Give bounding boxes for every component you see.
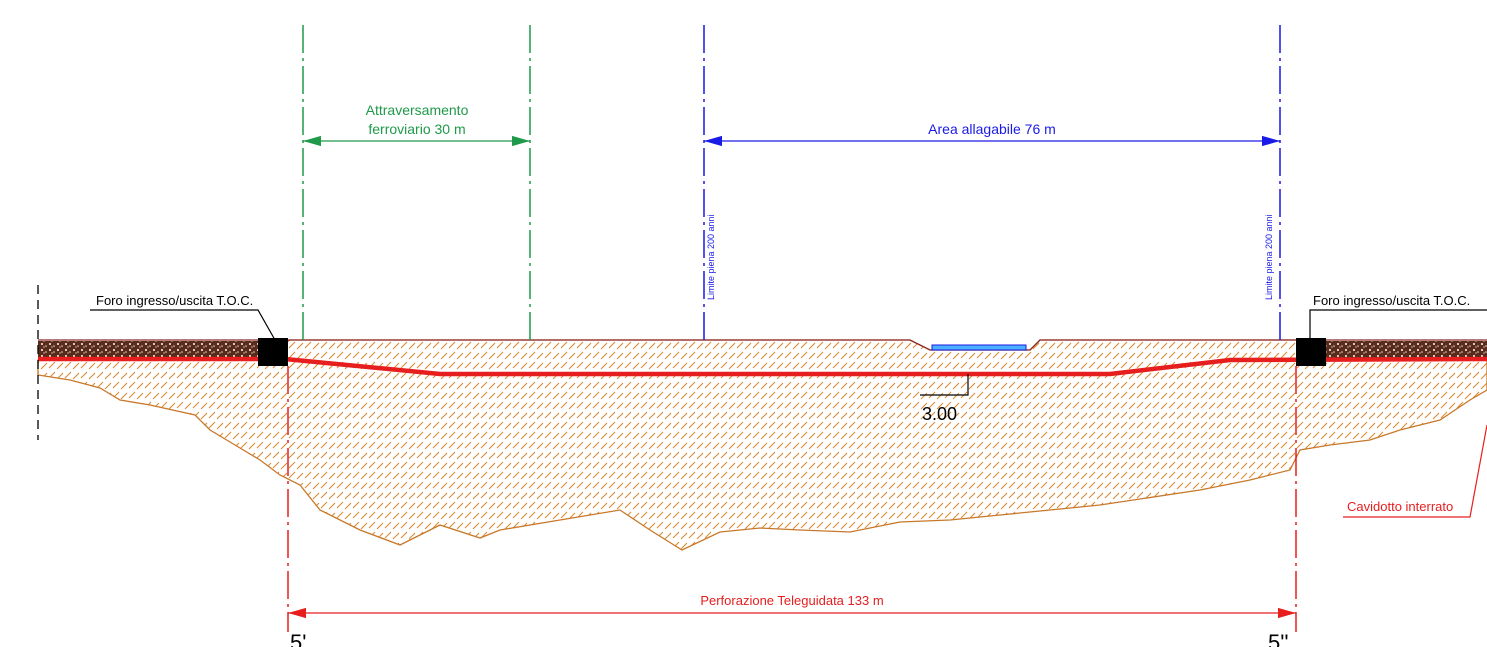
leader-depth — [920, 374, 969, 396]
toc-pit-left — [258, 338, 288, 366]
flood-area-label: Area allagabile 76 m — [928, 121, 1056, 137]
soil-body — [37, 339, 1487, 551]
drilling-label: Perforazione Teleguidata 133 m — [700, 593, 883, 608]
toc-label-left: Foro ingresso/uscita T.O.C. — [96, 293, 253, 308]
duct-path — [38, 356, 1487, 377]
toc-pit-right — [1296, 338, 1326, 366]
railway-label-line2: ferroviario 30 m — [368, 121, 465, 137]
gravel-layer-left — [38, 341, 260, 359]
section-mark-right: 5'' — [1268, 630, 1289, 647]
railway-label-line1: Attraversamento — [366, 102, 469, 118]
duct-label: Cavidotto interrato — [1347, 499, 1453, 514]
toc-label-right: Foro ingresso/uscita T.O.C. — [1313, 293, 1470, 308]
flood-limit-label-left: Limite piena 200 anni — [706, 214, 716, 300]
leader-toc-left — [90, 309, 276, 341]
flood-limit-label-right: Limite piena 200 anni — [1264, 214, 1274, 300]
depth-label: 3.00 — [922, 404, 957, 424]
leader-toc-right — [1309, 309, 1487, 340]
gravel-layer-right — [1325, 341, 1487, 359]
section-mark-left: 5' — [290, 630, 306, 647]
water-channel — [931, 344, 1027, 351]
leader-duct — [1343, 424, 1487, 518]
